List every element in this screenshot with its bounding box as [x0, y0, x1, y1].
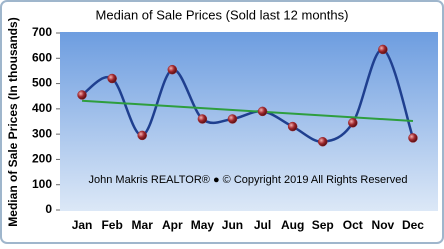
x-tick-label: May	[191, 218, 215, 232]
data-point	[137, 130, 147, 141]
y-tick-label: 400	[32, 101, 52, 115]
data-point	[378, 44, 388, 55]
data-point	[227, 114, 238, 124]
x-tick-label: Feb	[101, 218, 122, 232]
y-tick-label: 0	[45, 202, 52, 216]
trend-line	[81, 99, 414, 122]
x-tick-label: Dec	[402, 218, 424, 232]
x-tick-label: Jul	[254, 218, 271, 232]
data-point	[257, 106, 268, 117]
annotation: John Makris REALTOR® ● © Copyright 2019 …	[89, 174, 408, 186]
x-tick-label: Aug	[281, 218, 304, 232]
data-point	[408, 133, 418, 143]
data-point	[197, 114, 208, 124]
y-axis-label: Median of Sale Prices (In thousands)	[6, 17, 20, 226]
data-point	[348, 118, 358, 128]
y-tick-label: 300	[32, 126, 52, 140]
data-point	[287, 121, 298, 132]
y-tick-label: 100	[32, 177, 52, 191]
chart: Median of Sale Prices (Sold last 12 mont…	[0, 0, 444, 244]
y-tick-label: 200	[32, 152, 52, 166]
x-tick-label: Nov	[372, 218, 395, 232]
x-tick-label: Apr	[162, 218, 183, 232]
x-tick-label: Mar	[132, 218, 154, 232]
data-point	[77, 90, 87, 100]
x-tick-label: Jan	[72, 218, 93, 232]
x-tick-label: Oct	[343, 218, 363, 232]
data-point	[167, 64, 178, 75]
y-tick-label: 700	[32, 25, 52, 39]
x-tick-label: Jun	[222, 218, 243, 232]
plot-area	[60, 32, 438, 211]
chart-title: Median of Sale Prices (Sold last 12 mont…	[96, 7, 349, 22]
y-tick-label: 500	[32, 76, 52, 90]
y-tick-label: 600	[32, 50, 52, 64]
data-point	[107, 73, 117, 84]
data-point	[317, 136, 328, 147]
x-tick-label: Sep	[312, 218, 334, 232]
